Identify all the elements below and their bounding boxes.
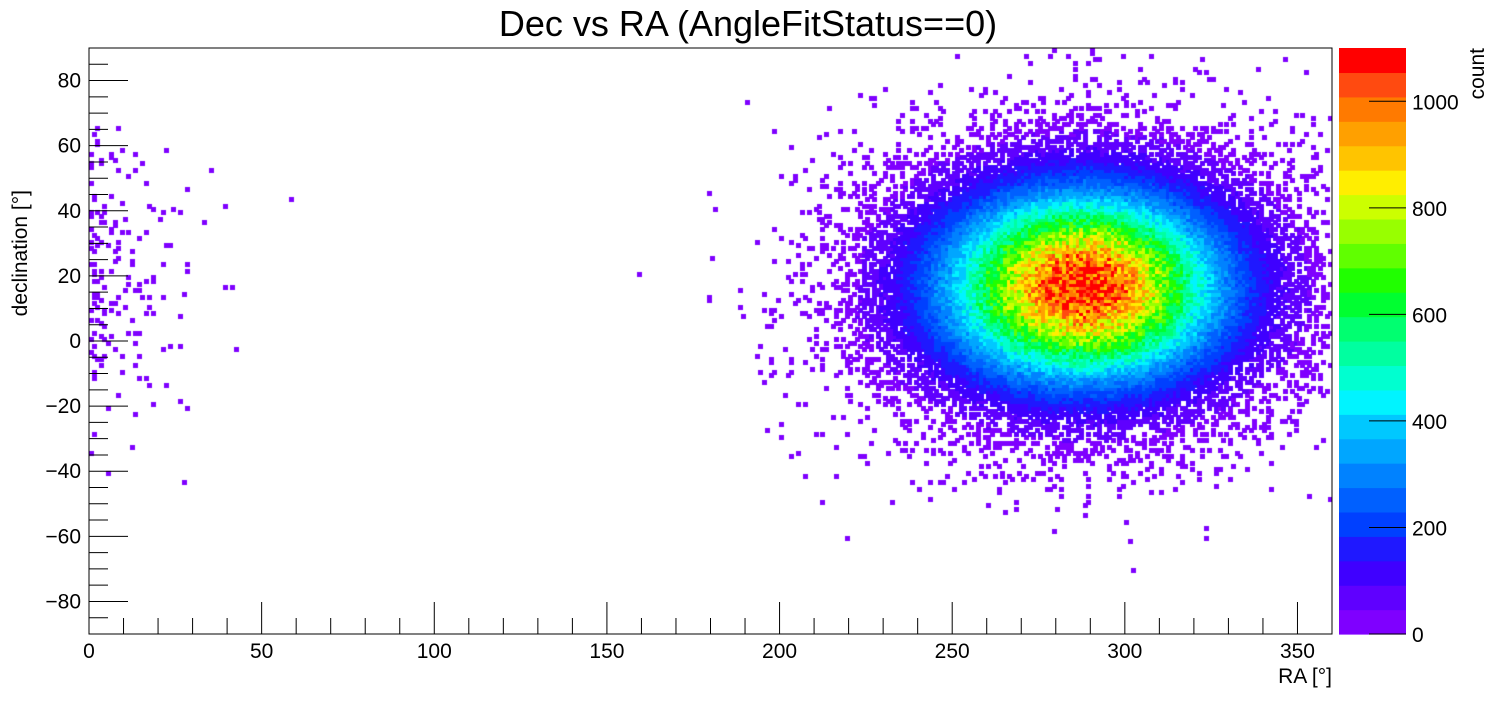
color-scale-step: [1339, 121, 1406, 147]
x-tick-label: 100: [417, 640, 452, 663]
color-scale-step: [1339, 487, 1406, 513]
x-tick-label: 200: [762, 640, 797, 663]
color-scale-tick-label: 200: [1412, 517, 1447, 540]
x-tick-label: 350: [1280, 640, 1315, 663]
x-tick-label: 0: [83, 640, 95, 663]
color-scale-step: [1339, 463, 1406, 489]
y-tick-label: −20: [45, 395, 81, 418]
color-scale-bar: 0 200 400 600 800 1000: [1339, 48, 1459, 647]
color-scale-step: [1339, 414, 1406, 440]
y-tick-label: −60: [45, 525, 81, 548]
color-scale-tick-label: 400: [1412, 411, 1447, 434]
y-axis-label: declination [°]: [9, 190, 32, 316]
y-tick-label: 0: [69, 330, 81, 353]
color-scale-step: [1339, 609, 1406, 635]
heatmap-cells: [89, 48, 1332, 634]
color-scale-step: [1339, 316, 1406, 342]
x-tick-label: 150: [589, 640, 624, 663]
color-scale-step: [1339, 438, 1406, 464]
color-scale-step: [1339, 170, 1406, 196]
x-tick-label: 250: [935, 640, 970, 663]
color-scale-step: [1339, 560, 1406, 586]
x-tick-label: 50: [250, 640, 273, 663]
color-scale-tick-label: 0: [1412, 624, 1424, 647]
color-scale-step: [1339, 72, 1406, 98]
color-scale-step: [1339, 341, 1406, 367]
color-scale-step: [1339, 585, 1406, 611]
x-axis-label: RA [°]: [1278, 665, 1332, 688]
color-scale-step: [1339, 267, 1406, 293]
color-scale-step: [1339, 536, 1406, 562]
color-scale-step: [1339, 145, 1406, 171]
color-scale-step: [1339, 389, 1406, 415]
y-tick-label: 20: [58, 265, 81, 288]
color-scale-tick-label: 600: [1412, 304, 1447, 327]
color-scale-step: [1339, 365, 1406, 391]
x-tick-label: 300: [1107, 640, 1142, 663]
color-scale-step: [1339, 194, 1406, 220]
y-tick-label: 80: [58, 70, 81, 93]
heatmap-image: [89, 48, 1332, 634]
color-scale-step: [1339, 96, 1406, 122]
y-tick-label: −40: [45, 460, 81, 483]
color-scale-tick-label: 1000: [1412, 91, 1459, 114]
color-scale-step: [1339, 292, 1406, 318]
y-axis: −80 −60 −40 −20 0 20 40 60 80: [45, 47, 128, 635]
color-scale-step: [1339, 243, 1406, 269]
y-tick-label: 60: [58, 135, 81, 158]
color-scale-tick-label: 800: [1412, 198, 1447, 221]
color-scale-step: [1339, 48, 1406, 74]
y-tick-label: −80: [45, 590, 81, 613]
color-scale-step: [1339, 218, 1406, 244]
color-scale-step: [1339, 511, 1406, 537]
color-scale-label: count: [1466, 48, 1489, 100]
chart-title: Dec vs RA (AngleFitStatus==0): [499, 3, 997, 44]
x-axis: 0 50 100 150 200 250 300 350: [83, 602, 1333, 663]
y-tick-label: 40: [58, 200, 81, 223]
